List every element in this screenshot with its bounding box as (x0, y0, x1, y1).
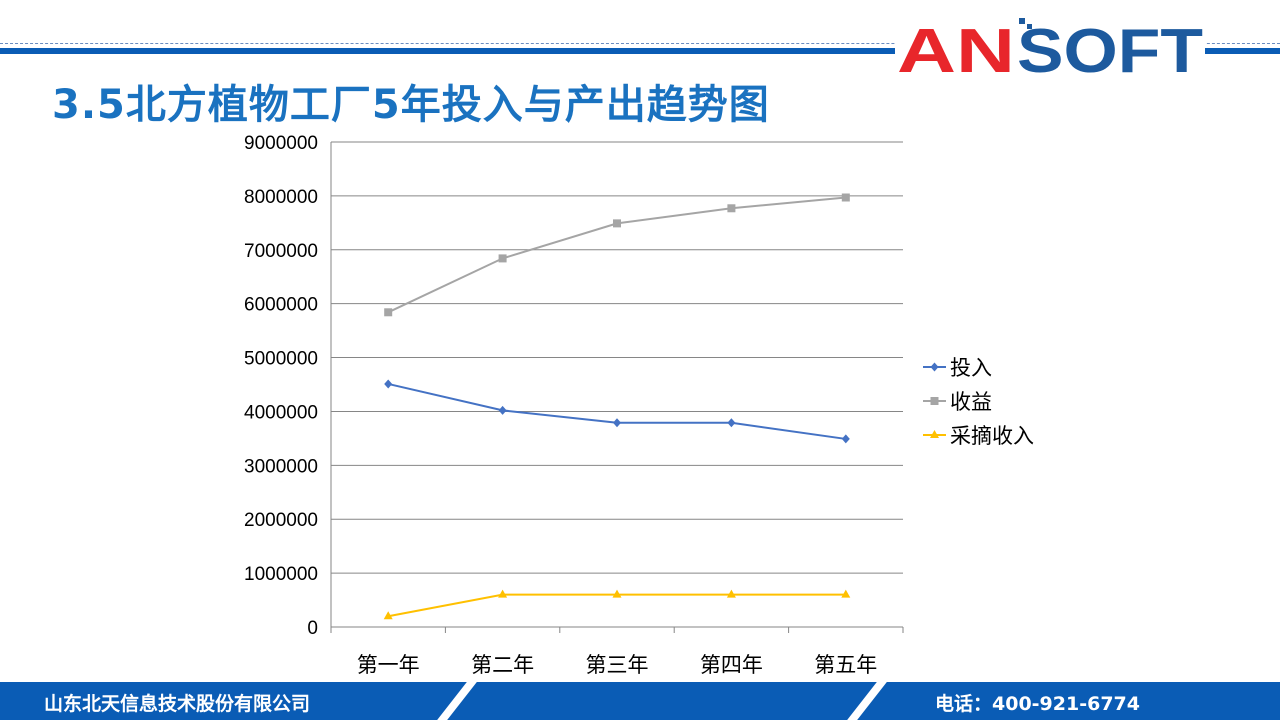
y-tick-label: 3000000 (244, 456, 318, 477)
data-point (498, 254, 507, 263)
data-point (841, 434, 850, 444)
x-tick-label: 第一年 (357, 653, 420, 677)
slide-title: 3.5北方植物工厂5年投入与产出趋势图 (52, 82, 770, 128)
ansoft-logo: AN SOFT (895, 14, 1205, 86)
header-bar-right (1205, 48, 1280, 54)
y-tick-label: 8000000 (244, 187, 318, 208)
series-line-1 (387, 196, 846, 314)
data-point (727, 204, 736, 213)
data-point (613, 418, 621, 428)
legend-marker (930, 430, 939, 438)
footer-divider (847, 682, 887, 720)
y-tick-label: 2000000 (244, 510, 318, 531)
legend-marker (930, 397, 939, 405)
data-point (841, 589, 851, 598)
y-tick-label: 9000000 (244, 133, 318, 154)
data-point (612, 589, 622, 598)
phone-number: 电话：400-921-6774 (935, 693, 1140, 715)
x-tick-label: 第五年 (814, 653, 877, 677)
legend-label: 投入 (950, 356, 992, 380)
header-dashed-line (0, 43, 1280, 44)
data-point (384, 308, 393, 317)
x-tick-label: 第四年 (700, 653, 763, 677)
series-line-2 (388, 593, 846, 618)
y-tick-label: 7000000 (244, 241, 318, 262)
data-point (726, 589, 736, 598)
svg-text:SOFT: SOFT (1017, 17, 1203, 78)
y-tick-label: 1000000 (244, 564, 318, 585)
x-tick-label: 第二年 (471, 653, 534, 677)
data-point (498, 589, 508, 598)
data-point (384, 379, 393, 389)
svg-text:AN: AN (897, 17, 1015, 78)
y-tick-label: 6000000 (244, 295, 318, 316)
y-tick-label: 4000000 (244, 402, 318, 423)
y-tick-label: 0 (307, 618, 318, 639)
legend-marker (930, 362, 939, 372)
header-bar (0, 48, 895, 54)
data-point (498, 405, 507, 415)
data-point (727, 418, 736, 428)
footer-divider (437, 682, 477, 720)
company-name: 山东北天信息技术股份有限公司 (44, 693, 311, 715)
data-point (383, 611, 393, 620)
legend-label: 采摘收入 (950, 424, 1034, 448)
data-point (841, 193, 850, 202)
x-tick-label: 第三年 (586, 653, 649, 677)
data-point (613, 219, 621, 228)
legend-label: 收益 (950, 390, 992, 414)
y-tick-label: 5000000 (244, 349, 318, 370)
footer-bar: 山东北天信息技术股份有限公司 电话：400-921-6774 (0, 682, 1280, 720)
